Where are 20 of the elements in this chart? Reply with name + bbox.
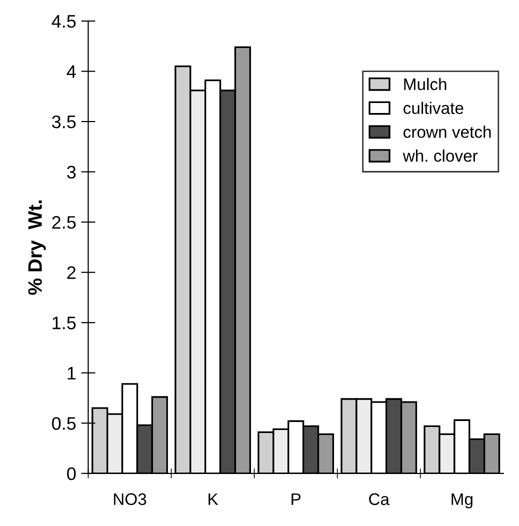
y-tick-label: 4.5: [52, 15, 76, 28]
y-tick-label: 2: [67, 266, 76, 279]
y-tick-label: 1.5: [52, 316, 76, 330]
y-tick-label: 3.5: [52, 116, 76, 128]
legend-label: Mulch: [404, 78, 446, 90]
x-tick-label: Mg: [452, 493, 472, 508]
y-axis-title: % Dry Wt.: [28, 200, 46, 295]
y-tick-label: 2.5: [52, 216, 76, 229]
legend-label: wh. clover: [402, 150, 478, 162]
y-tick-label: 1: [68, 366, 76, 380]
legend-label: cultivate: [404, 102, 464, 114]
y-tick-label: 0.5: [52, 417, 76, 430]
x-tick-label: NO3: [114, 493, 146, 506]
x-tick-label: P: [292, 493, 301, 505]
y-tick-label: 0: [67, 467, 76, 480]
y-tick-label: 3: [67, 166, 76, 179]
legend-label: crown vetch: [404, 126, 491, 138]
x-tick-label: Ca: [369, 493, 390, 506]
y-tick-label: 4: [66, 65, 76, 78]
x-tick-label: K: [208, 493, 218, 505]
